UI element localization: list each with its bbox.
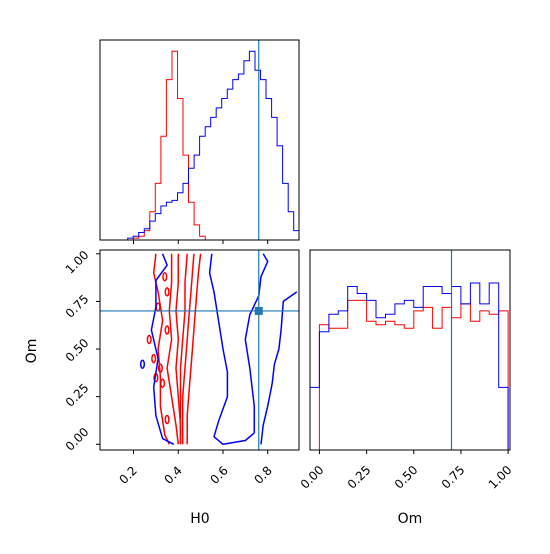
contour-line-series-0 (166, 253, 180, 445)
om-x-tick-label: 0.00 (298, 463, 327, 492)
contour-blob-series-0 (164, 414, 170, 425)
contour-blob-series-1 (139, 359, 146, 370)
om-x-tick-label: 0.25 (345, 463, 374, 492)
om-x-tick-labels: 0.00 0.25 0.50 0.75 1.00 (298, 463, 515, 492)
joint-y-tick-label: 0.75 (63, 292, 92, 321)
joint-y-axis-title: Om (24, 339, 40, 364)
om-x-tick-label: 1.00 (486, 463, 515, 492)
joint-x-tick-label: 0.4 (161, 463, 184, 486)
joint-x-tick-label: 0.8 (251, 463, 274, 486)
joint-x-tick-label: 0.6 (207, 463, 230, 486)
joint-plot-area (100, 250, 299, 450)
contour-blob-series-0 (155, 302, 161, 312)
om-x-axis-title: Om (398, 511, 423, 527)
contour-blob-series-0 (160, 378, 166, 389)
joint-y-tick-label: 0.00 (63, 425, 92, 454)
histogram-om-panel (309, 249, 511, 454)
histogram-series-1 (309, 282, 509, 450)
contour-line-series-1 (260, 291, 298, 445)
joint-y-tick-label: 0.50 (63, 336, 92, 365)
contour-line-series-0 (181, 253, 195, 445)
panel-frame (99, 249, 300, 451)
histogram-h0-panel (99, 39, 300, 244)
contour-blob-series-0 (146, 334, 152, 345)
contour-blob-series-0 (157, 363, 163, 373)
contour-blob-series-0 (151, 353, 157, 364)
panel-frame (309, 249, 511, 451)
joint-x-axis-title: H0 (190, 511, 209, 527)
truth-marker (254, 306, 263, 315)
joint-x-tick-label: 0.2 (116, 463, 139, 486)
joint-x-tick-labels: 0.2 0.4 0.6 0.8 (116, 463, 274, 486)
joint-h0-om-panel (96, 249, 300, 454)
om-x-tick-label: 0.75 (439, 463, 468, 492)
contour-line-series-0 (152, 253, 170, 445)
contour-line-series-0 (186, 253, 202, 445)
histogram-series-1 (100, 50, 300, 241)
contour-line-series-1 (244, 253, 269, 433)
contour-line-series-1 (208, 253, 255, 446)
contour-line-series-0 (179, 253, 188, 445)
joint-y-tick-label: 0.25 (63, 381, 92, 410)
joint-y-tick-label: 1.00 (63, 248, 92, 277)
contour-blob-series-0 (164, 287, 170, 297)
om-x-tick-label: 0.50 (392, 463, 421, 492)
joint-y-tick-labels: 0.00 0.25 0.50 0.75 1.00 (63, 248, 92, 454)
contour-line-series-1 (150, 253, 175, 445)
contour-blob-series-0 (164, 325, 170, 335)
histogram-series-0 (310, 299, 509, 451)
panel-frame (99, 39, 300, 241)
contour-blob-series-0 (162, 271, 168, 282)
